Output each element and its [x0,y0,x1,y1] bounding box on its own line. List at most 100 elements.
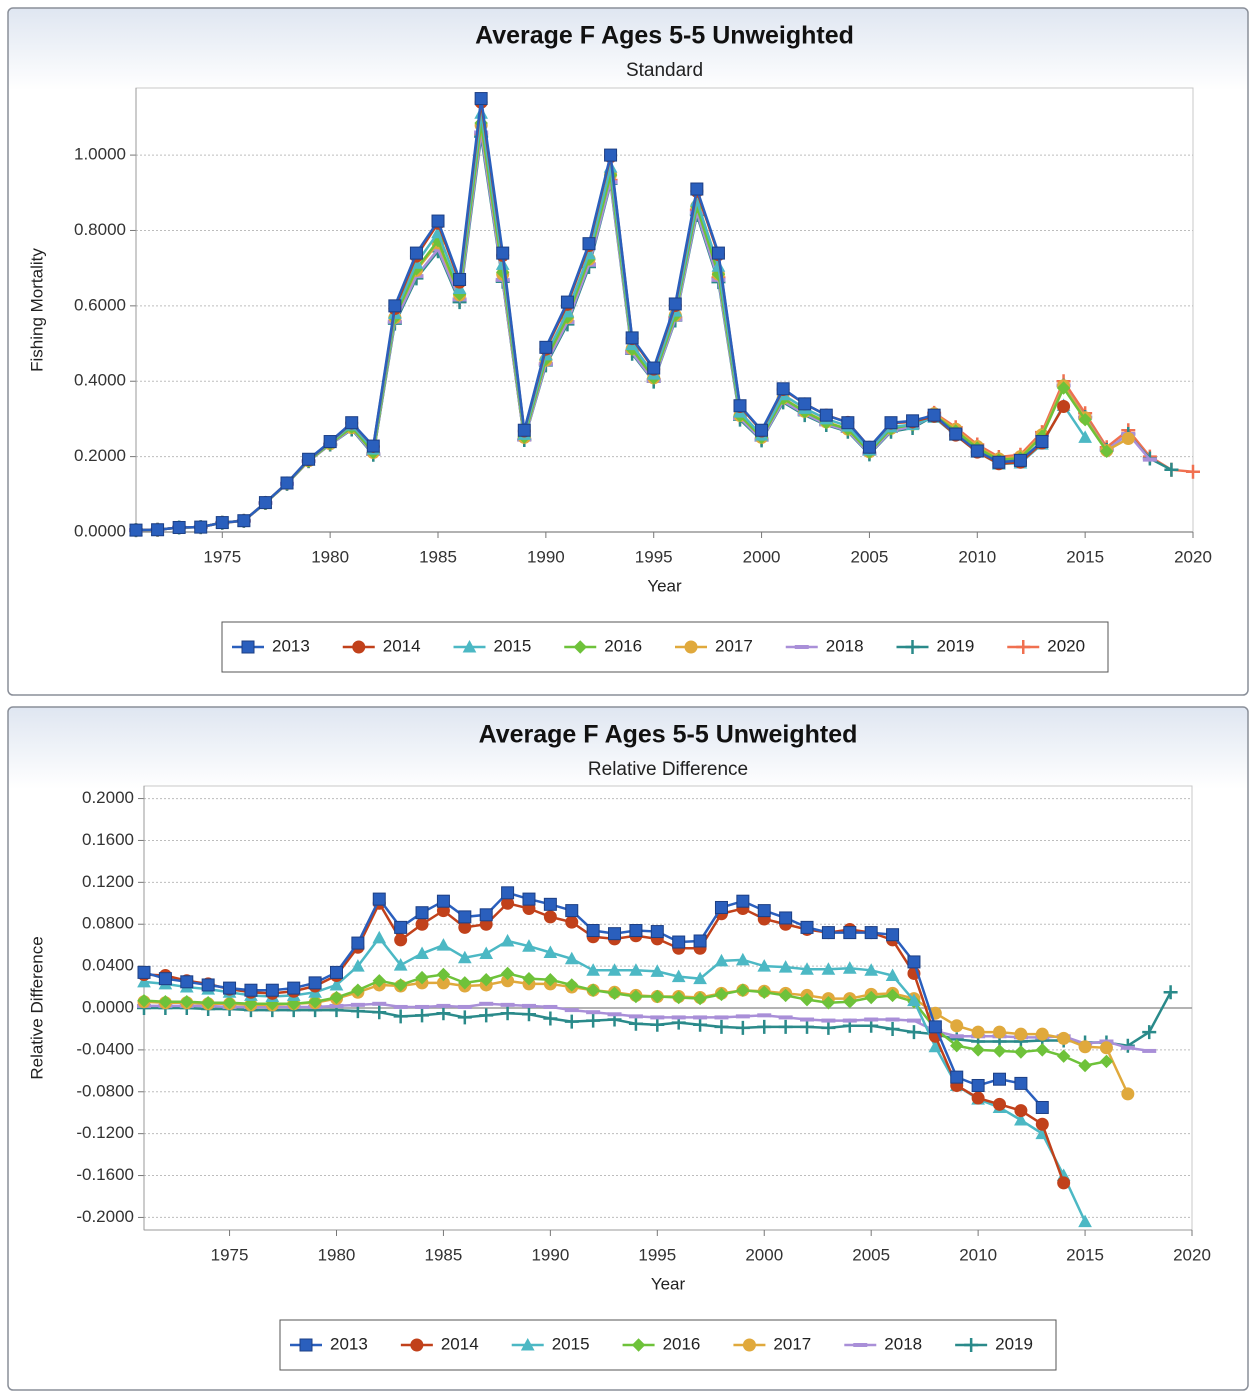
marker [821,996,836,1010]
marker [151,523,165,537]
marker [650,1017,665,1032]
marker [629,924,643,938]
marker [436,894,450,908]
marker [800,1017,815,1022]
legend-label: 2015 [552,1334,590,1353]
marker [886,928,900,942]
marker [415,906,429,920]
legend-label: 2018 [826,636,864,655]
marker [458,910,472,924]
y-tick-label: 0.0000 [74,521,126,540]
marker [1035,1100,1049,1114]
marker [372,974,386,988]
marker [778,1015,793,1020]
marker [693,971,707,985]
marker [564,1008,579,1013]
x-tick-label: 1985 [425,1245,463,1264]
marker [993,1072,1007,1086]
marker [629,963,643,976]
x-tick-label: 2000 [743,547,781,566]
marker [964,1338,979,1352]
marker [393,978,408,992]
marker [949,427,963,441]
marker [479,946,494,960]
marker [970,444,984,458]
x-tick-label: 1995 [635,547,673,566]
marker [714,987,729,1002]
marker [496,246,510,260]
marker [351,936,365,950]
marker [779,911,793,925]
legend-label: 2013 [330,1334,368,1353]
marker [864,926,878,940]
marker [215,516,229,530]
marker [1056,381,1071,395]
marker [388,299,402,313]
marker [299,1338,313,1352]
marker [714,900,728,914]
marker [607,963,622,976]
marker [1142,457,1157,462]
marker [993,1025,1007,1039]
marker [522,971,536,986]
marker [884,416,898,430]
marker [415,1008,430,1023]
marker [431,214,445,228]
marker [1164,462,1179,477]
y-tick-label: 0.0000 [82,997,134,1016]
marker [625,331,639,345]
marker [522,939,536,952]
marker [1078,1214,1092,1228]
marker [950,1019,964,1033]
y-tick-label: -0.0800 [76,1081,134,1100]
marker [586,983,600,997]
y-tick-label: 0.0400 [82,956,134,975]
marker [843,995,857,1009]
marker [714,1015,729,1020]
marker [201,996,215,1010]
chart-title: Average F Ages 5-5 Unweighted [475,22,854,50]
marker [129,523,143,537]
marker [500,933,515,947]
marker [543,945,558,958]
y-tick-label: 0.8000 [74,220,126,239]
x-tick-label: 2000 [745,1245,783,1264]
marker [308,995,322,1009]
marker [521,1003,536,1008]
marker [650,925,664,939]
marker [711,246,725,260]
marker [329,990,344,1005]
legend-label: 2014 [441,1334,479,1353]
marker [474,92,488,106]
x-tick-label: 1975 [211,1245,249,1264]
marker [345,416,359,430]
marker [1013,453,1027,467]
x-tick-label: 2020 [1174,547,1212,566]
marker [244,983,258,997]
marker [821,926,835,940]
marker [287,981,301,995]
marker [1163,985,1178,1000]
marker [222,996,237,1010]
legend-label: 2018 [884,1334,922,1353]
marker [628,1016,643,1031]
marker [604,148,618,162]
marker [950,1038,964,1053]
marker [905,640,920,654]
marker [565,978,579,992]
marker [329,1003,344,1008]
y-tick-label: 0.0800 [82,914,134,933]
marker [736,952,750,966]
y-tick-label: -0.0400 [76,1039,134,1058]
marker [714,1019,729,1034]
y-axis-label: Relative Difference [27,936,46,1079]
marker [302,452,316,466]
marker [457,1004,472,1009]
legend-label: 2016 [663,1334,701,1353]
marker [323,435,337,449]
chart-subtitle: Standard [626,60,703,81]
marker [543,973,558,987]
marker [352,640,366,654]
marker [993,1097,1007,1111]
marker [1057,1031,1071,1045]
